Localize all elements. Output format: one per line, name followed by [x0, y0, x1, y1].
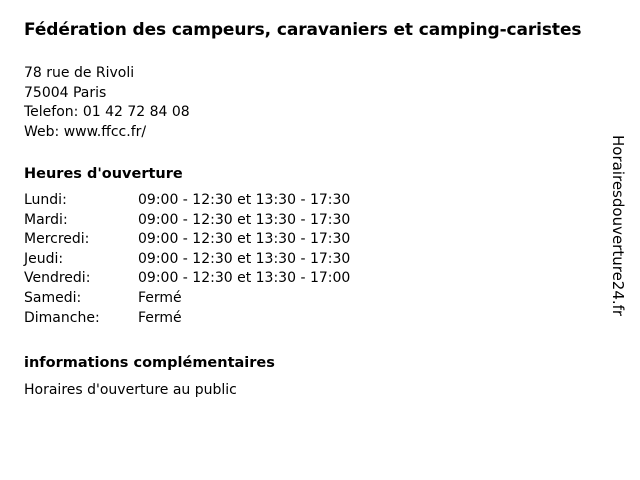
source-watermark: Horairesdouverture24.fr — [609, 135, 627, 317]
address-city: 75004 Paris — [24, 84, 107, 101]
additional-info-text: Horaires d'ouverture au public — [24, 382, 237, 398]
table-row: Dimanche: Fermé — [24, 309, 350, 329]
table-row: Jeudi: 09:00 - 12:30 et 13:30 - 17:30 — [24, 250, 350, 270]
address-street: 78 rue de Rivoli — [24, 65, 135, 81]
page-title: Fédération des campeurs, caravaniers et … — [24, 20, 582, 41]
opening-hours-table: Lundi: 09:00 - 12:30 et 13:30 - 17:30 Ma… — [24, 191, 350, 328]
opening-hours-heading: Heures d'ouverture — [24, 166, 183, 182]
day-label: Samedi: — [24, 289, 82, 306]
table-row: Lundi: 09:00 - 12:30 et 13:30 - 17:30 — [24, 191, 350, 211]
day-label: Jeudi: — [24, 250, 64, 267]
table-row: Mercredi: 09:00 - 12:30 et 13:30 - 17:30 — [24, 230, 350, 250]
table-row: Samedi: Fermé — [24, 289, 350, 309]
additional-info-heading: informations complémentaires — [24, 355, 275, 371]
day-hours: 09:00 - 12:30 et 13:30 - 17:30 — [138, 231, 351, 248]
day-hours: 09:00 - 12:30 et 13:30 - 17:30 — [138, 211, 351, 228]
day-hours: 09:00 - 12:30 et 13:30 - 17:30 — [138, 192, 351, 208]
day-hours: 09:00 - 12:30 et 13:30 - 17:30 — [138, 250, 351, 267]
day-label: Lundi: — [24, 192, 67, 208]
day-hours: Fermé — [138, 309, 182, 326]
day-hours: 09:00 - 12:30 et 13:30 - 17:00 — [138, 270, 351, 287]
day-label: Dimanche: — [24, 309, 100, 326]
table-row: Mardi: 09:00 - 12:30 et 13:30 - 17:30 — [24, 211, 350, 231]
day-label: Mercredi: — [24, 231, 90, 248]
contact-block: 78 rue de Rivoli 75004 Paris Telefon: 01… — [24, 64, 190, 142]
day-label: Mardi: — [24, 211, 68, 228]
day-hours: Fermé — [138, 289, 182, 306]
day-label: Vendredi: — [24, 270, 91, 287]
opening-hours-body: Lundi: 09:00 - 12:30 et 13:30 - 17:30 Ma… — [24, 191, 350, 328]
phone-line: Telefon: 01 42 72 84 08 — [24, 104, 190, 120]
table-row: Vendredi: 09:00 - 12:30 et 13:30 - 17:00 — [24, 269, 350, 289]
website-line: Web: www.ffcc.fr/ — [24, 123, 147, 140]
